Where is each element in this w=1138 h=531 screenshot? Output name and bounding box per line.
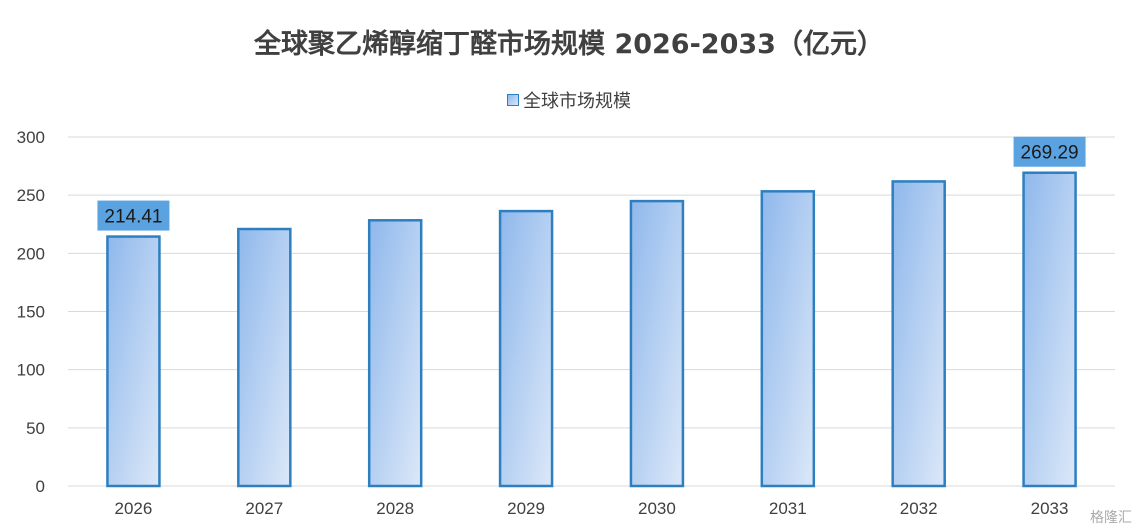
- x-tick-label: 2027: [245, 499, 283, 518]
- chart-title: 全球聚乙烯醇缩丁醛市场规模 2026-2033（亿元）: [254, 29, 884, 60]
- x-tick-label: 2026: [115, 499, 153, 518]
- bar-2032: [891, 180, 946, 488]
- legend-swatch: [507, 94, 519, 106]
- y-tick-label: 100: [17, 361, 45, 380]
- data-label-2026: 214.41: [97, 200, 170, 231]
- bar-2029: [498, 209, 554, 488]
- y-tick-label: 0: [36, 477, 45, 496]
- y-tick-label: 50: [26, 419, 45, 438]
- bar-2027: [237, 227, 292, 488]
- data-label-2033: 269.29: [1013, 136, 1086, 167]
- watermark: 格隆汇: [1090, 510, 1132, 526]
- data-label-box: [97, 200, 170, 231]
- x-tick-label: 2028: [376, 499, 414, 518]
- bar-2031: [760, 190, 816, 488]
- x-tick-label: 2031: [769, 499, 807, 518]
- bar-2028: [367, 219, 423, 488]
- bar-2030: [629, 199, 685, 488]
- bar-2026: [106, 235, 161, 488]
- x-tick-label: 2033: [1031, 499, 1069, 518]
- bar-2033: [1022, 171, 1077, 488]
- x-tick-label: 2029: [507, 499, 545, 518]
- legend-label: 全球市场规模: [523, 91, 631, 112]
- y-tick-label: 300: [17, 128, 45, 147]
- y-tick-label: 150: [17, 303, 45, 322]
- x-tick-label: 2030: [638, 499, 676, 518]
- data-label-box: [1013, 136, 1086, 167]
- x-tick-label: 2032: [900, 499, 938, 518]
- data-label-text: 269.29: [1021, 143, 1079, 164]
- y-tick-label: 250: [17, 186, 45, 205]
- y-tick-label: 200: [17, 244, 45, 263]
- legend: 全球市场规模: [0, 87, 1138, 113]
- data-label-text: 214.41: [104, 207, 162, 228]
